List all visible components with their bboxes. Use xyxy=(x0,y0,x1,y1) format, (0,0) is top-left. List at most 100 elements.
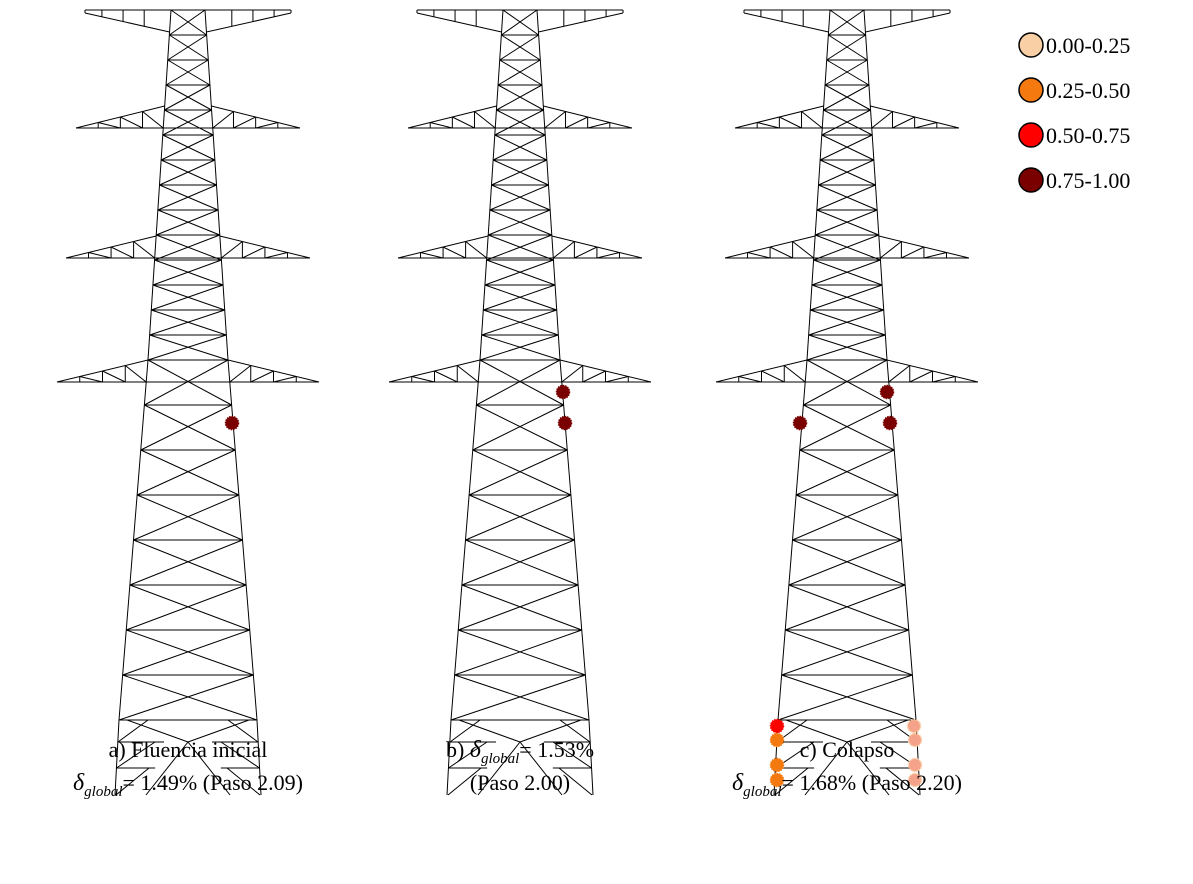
member xyxy=(150,310,152,335)
member xyxy=(487,235,489,260)
member xyxy=(744,13,829,32)
member xyxy=(793,242,814,259)
member xyxy=(443,247,466,258)
member xyxy=(123,630,127,675)
member xyxy=(473,450,571,495)
member xyxy=(894,450,898,495)
member xyxy=(125,366,146,383)
member xyxy=(141,450,239,495)
member xyxy=(253,675,257,720)
member xyxy=(156,235,221,260)
caption: δglobal= 1.49% (Paso 2.09) xyxy=(73,770,303,800)
member xyxy=(555,285,557,310)
member xyxy=(435,371,458,382)
member xyxy=(205,10,207,35)
member xyxy=(825,60,827,85)
member xyxy=(153,285,225,310)
member xyxy=(796,450,800,495)
member xyxy=(501,10,503,35)
member xyxy=(810,285,882,310)
member xyxy=(496,110,545,135)
member xyxy=(789,585,909,630)
member xyxy=(498,60,500,85)
member xyxy=(242,247,265,258)
member xyxy=(819,160,821,185)
member xyxy=(912,675,916,720)
member xyxy=(488,210,550,235)
member xyxy=(865,13,950,32)
member xyxy=(490,210,552,235)
caption-text: b) xyxy=(446,737,470,762)
member xyxy=(225,310,227,335)
member xyxy=(823,110,872,135)
member xyxy=(161,135,163,160)
member xyxy=(784,366,805,383)
member xyxy=(902,540,906,585)
member xyxy=(872,135,874,160)
member xyxy=(778,675,782,720)
legend-label: 0.00-0.25 xyxy=(1046,33,1130,58)
member xyxy=(153,260,155,285)
caption: c) Colapso xyxy=(800,737,895,762)
member xyxy=(493,160,548,185)
member xyxy=(825,60,867,85)
member xyxy=(126,585,246,630)
member xyxy=(466,540,579,585)
member xyxy=(789,540,793,585)
member xyxy=(578,585,582,630)
member xyxy=(562,366,583,383)
member xyxy=(417,13,502,32)
member xyxy=(150,310,225,335)
member xyxy=(885,335,887,360)
member xyxy=(160,160,162,185)
plastic-hinge xyxy=(226,417,239,430)
member xyxy=(909,630,913,675)
member xyxy=(606,377,629,383)
member xyxy=(770,247,793,258)
member xyxy=(796,495,901,540)
member xyxy=(488,210,490,235)
member xyxy=(485,260,554,285)
member xyxy=(137,450,235,495)
member xyxy=(130,540,134,585)
member xyxy=(458,585,578,630)
member xyxy=(817,185,819,210)
caption-text: = 1.53% xyxy=(519,737,594,762)
member xyxy=(144,405,235,450)
member xyxy=(473,405,564,450)
member xyxy=(539,35,541,60)
member xyxy=(221,242,242,259)
member xyxy=(156,210,218,235)
member xyxy=(892,117,914,128)
member xyxy=(98,123,120,129)
tower xyxy=(389,10,651,795)
plastic-hinge xyxy=(794,417,807,430)
member xyxy=(134,495,138,540)
member xyxy=(89,253,112,259)
plastic-hinge xyxy=(557,386,570,399)
subscript: global xyxy=(743,784,781,800)
member xyxy=(924,253,947,259)
member xyxy=(500,60,542,85)
member xyxy=(496,85,542,110)
member xyxy=(823,85,869,110)
member xyxy=(458,585,462,630)
member xyxy=(807,335,809,360)
member xyxy=(134,540,247,585)
member xyxy=(476,405,567,450)
member xyxy=(500,35,502,60)
member xyxy=(495,110,544,135)
member xyxy=(490,185,492,210)
member xyxy=(866,35,868,60)
member xyxy=(141,405,232,450)
caption: b) δglobal= 1.53% xyxy=(446,737,594,767)
member xyxy=(164,85,210,110)
member xyxy=(119,675,253,720)
member xyxy=(547,160,549,185)
member xyxy=(879,235,881,260)
member xyxy=(230,366,251,383)
caption: a) Fluencia inicial xyxy=(109,737,268,762)
member xyxy=(120,117,142,128)
plastic-hinge xyxy=(909,734,922,747)
member xyxy=(412,377,435,383)
